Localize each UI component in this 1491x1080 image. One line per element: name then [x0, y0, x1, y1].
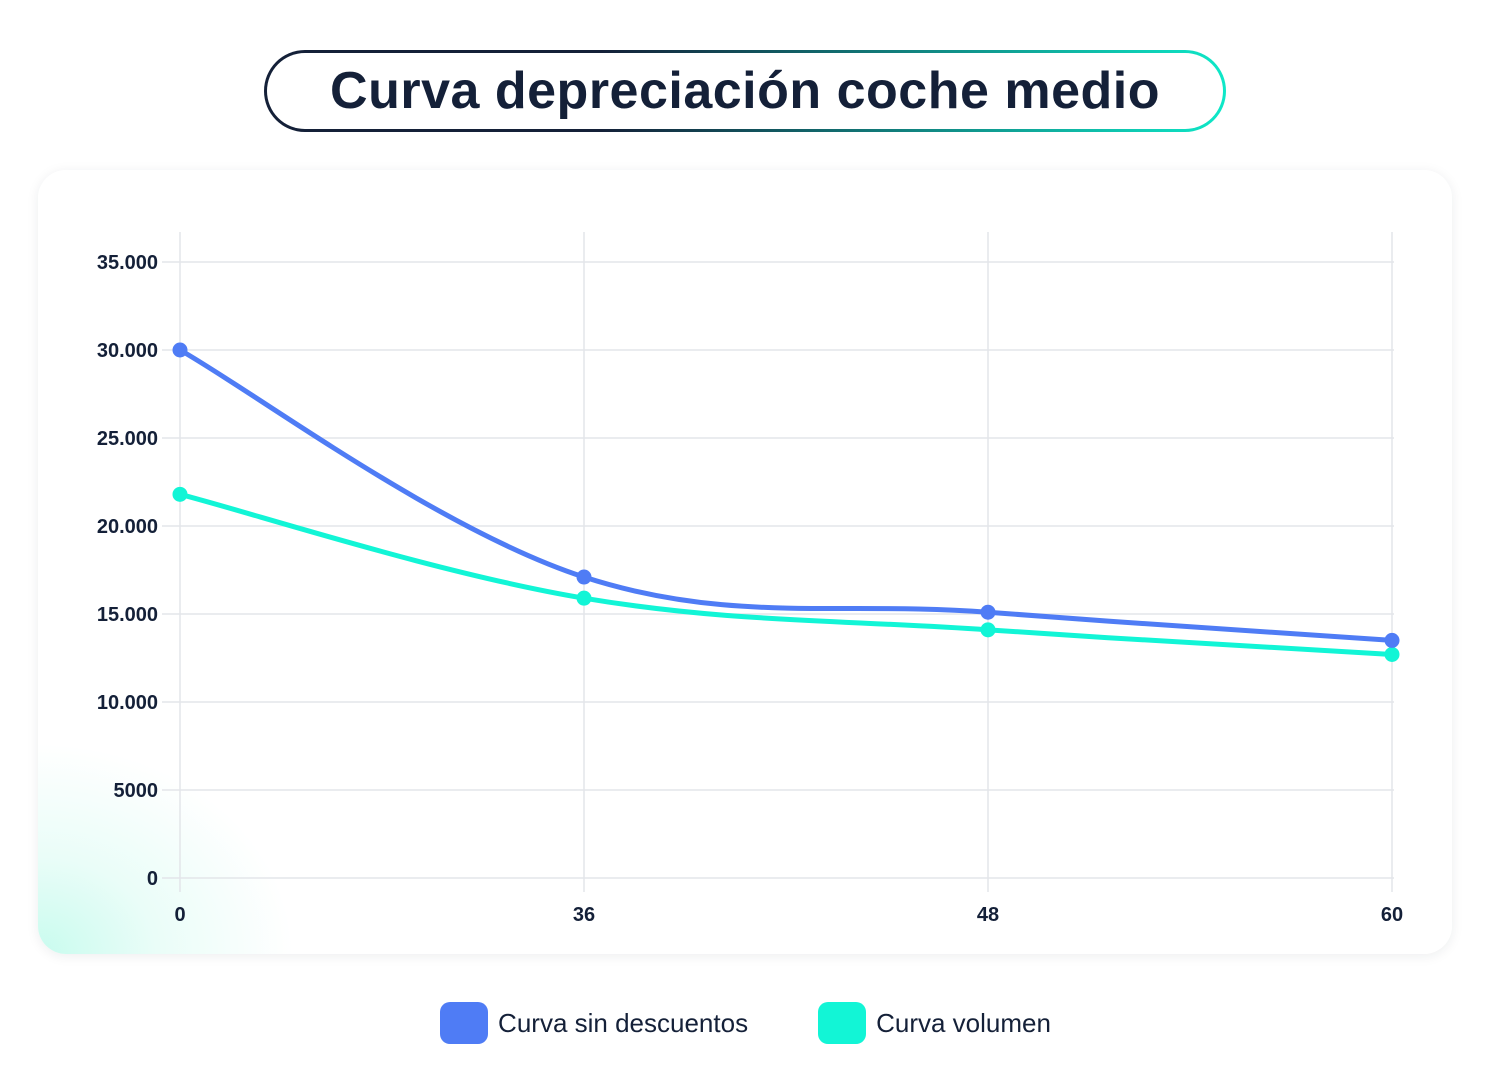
legend-label: Curva volumen — [876, 1007, 1051, 1038]
data-point-curva-volumen — [1384, 646, 1400, 662]
y-tick-label: 20.000 — [97, 516, 158, 538]
legend-item-curva-sin-descuentos[interactable]: Curva sin descuentos — [440, 1002, 748, 1044]
data-point-curva-volumen — [172, 486, 188, 502]
data-point-curva-sin-descuentos — [576, 569, 592, 585]
chart-title: Curva depreciación coche medio — [330, 62, 1160, 120]
series-line-curva-sin-descuentos — [177, 347, 1395, 643]
x-tick-label: 0 — [174, 904, 185, 926]
legend-item-curva-volumen[interactable]: Curva volumen — [818, 1002, 1051, 1044]
data-point-curva-volumen — [980, 622, 996, 638]
title-pill: Curva depreciación coche medio — [264, 50, 1226, 132]
y-tick-label: 10.000 — [97, 692, 158, 714]
y-tick-label: 35.000 — [97, 252, 158, 274]
x-axis-ticks: 0 36 48 60 — [174, 904, 1403, 926]
line-chart: 35.000 30.000 25.000 20.000 15.000 10.000 5000… — [97, 232, 1403, 926]
legend: Curva sin descuentos Curva volumen — [0, 1002, 1491, 1044]
data-point-curva-sin-descuentos — [1384, 632, 1400, 648]
data-point-curva-volumen — [576, 590, 592, 606]
legend-swatch — [440, 1002, 489, 1044]
series-line-curva-volumen — [177, 491, 1395, 657]
series-layer — [172, 342, 1400, 662]
y-tick-label: 0 — [147, 868, 158, 890]
legend-swatch — [818, 1002, 867, 1044]
chart-card — [38, 170, 1452, 954]
x-tick-label: 60 — [1381, 904, 1403, 926]
x-tick-label: 36 — [573, 904, 595, 926]
data-point-curva-sin-descuentos — [172, 342, 188, 358]
title-inner: Curva depreciación coche medio — [267, 53, 1223, 129]
data-point-curva-sin-descuentos — [980, 604, 996, 620]
y-tick-label: 30.000 — [97, 340, 158, 362]
legend-label: Curva sin descuentos — [498, 1007, 749, 1038]
x-tick-label: 48 — [977, 904, 999, 926]
grid-layer — [162, 232, 1394, 892]
y-tick-label: 25.000 — [97, 428, 158, 450]
y-tick-label: 5000 — [114, 780, 159, 802]
y-tick-label: 15.000 — [97, 604, 158, 626]
y-axis-ticks: 35.000 30.000 25.000 20.000 15.000 10.000 5000… — [97, 252, 158, 890]
